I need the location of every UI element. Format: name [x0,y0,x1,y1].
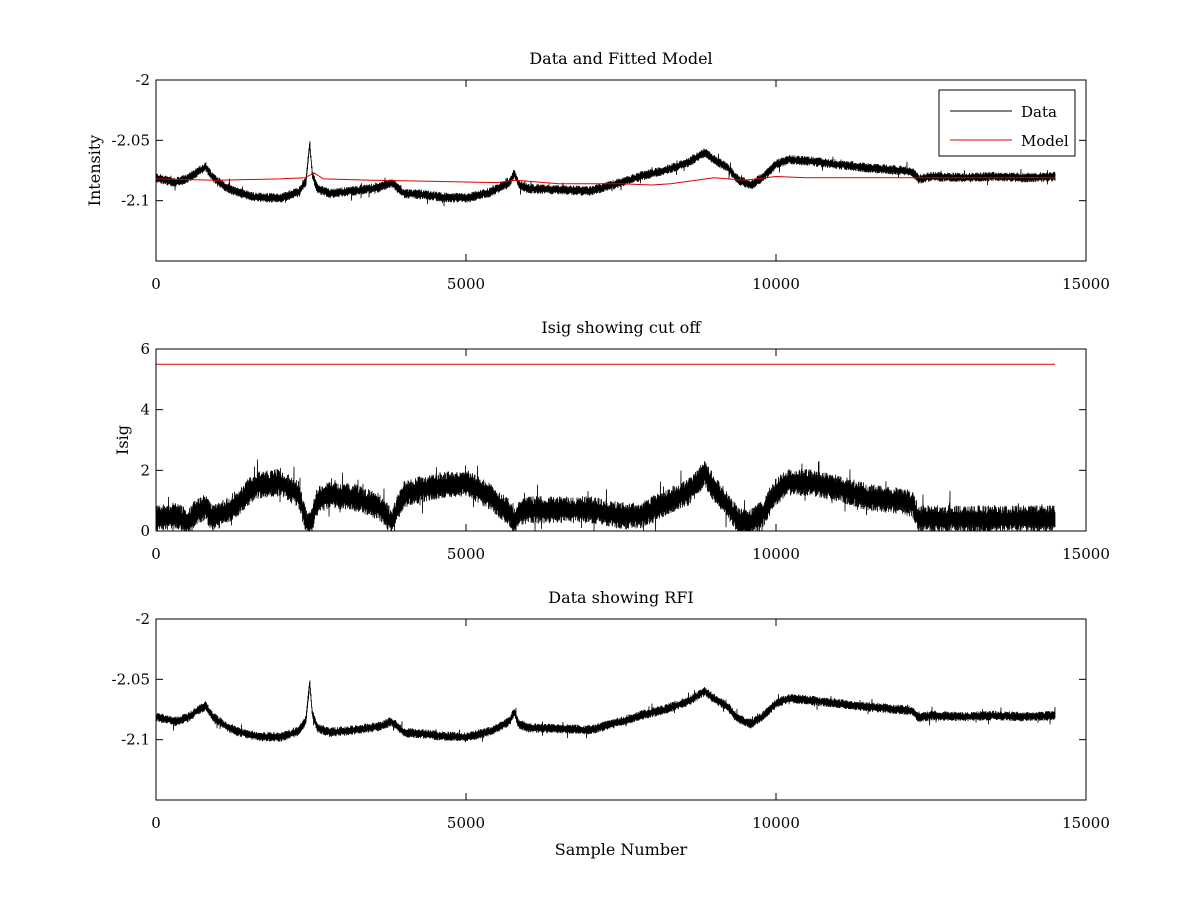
x-tick-label: 10000 [752,275,800,293]
y-tick-label: -2.05 [112,131,150,149]
y-axis-label: Intensity [85,135,104,207]
axes-frame [155,79,1087,262]
x-tick-label: 10000 [752,545,800,563]
y-tick-label: 0 [140,522,150,540]
legend-label-model: Model [1021,132,1069,150]
y-tick-label: 2 [140,461,150,479]
legend: Data Model [938,89,1076,157]
y-tick-label: -2.05 [112,670,150,688]
y-tick-label: -2.1 [121,192,150,210]
x-tick-label: 5000 [447,275,485,293]
series-data-line [156,680,1056,743]
legend-label-data: Data [1021,103,1057,121]
series-data-line [156,459,1056,531]
legend-box [938,89,1076,157]
series-model-line [156,172,1055,186]
chart-title: Data showing RFI [548,588,693,607]
chart-title: Isig showing cut off [541,318,702,337]
x-tick-label: 15000 [1062,814,1110,832]
chart-title: Data and Fitted Model [529,49,712,68]
x-tick-label: 5000 [447,545,485,563]
axes-frame [155,348,1087,532]
subplot-2: 0 5000 10000 15000 0 2 4 6 Isig showing cut off I… [113,318,1110,563]
x-tick-label: 0 [151,814,161,832]
y-tick-label: -2 [135,610,150,628]
x-tick-label: 0 [151,545,161,563]
x-tick-label: 5000 [447,814,485,832]
plot-area [156,363,1056,531]
y-tick-label: -2 [135,71,150,89]
subplot-3: 0 5000 10000 15000 -2 -2.05 -2.1 Data showing R… [112,588,1110,859]
y-tick-label: 6 [140,340,150,358]
x-tick-label: 10000 [752,814,800,832]
x-axis-label: Sample Number [555,840,688,859]
x-tick-label: 15000 [1062,275,1110,293]
axes-frame [155,618,1087,801]
x-tick-label: 0 [151,275,161,293]
plot-area [156,680,1056,743]
series-data-line [156,141,1056,207]
subplot-1: 0 5000 10000 15000 -2 -2.05 -2.1 Data and Fitte… [85,49,1110,293]
plot-area [156,141,1056,207]
y-tick-label: 4 [140,401,150,419]
y-tick-label: -2.1 [121,731,150,749]
y-axis-label: Isig [113,425,132,455]
x-tick-label: 15000 [1062,545,1110,563]
